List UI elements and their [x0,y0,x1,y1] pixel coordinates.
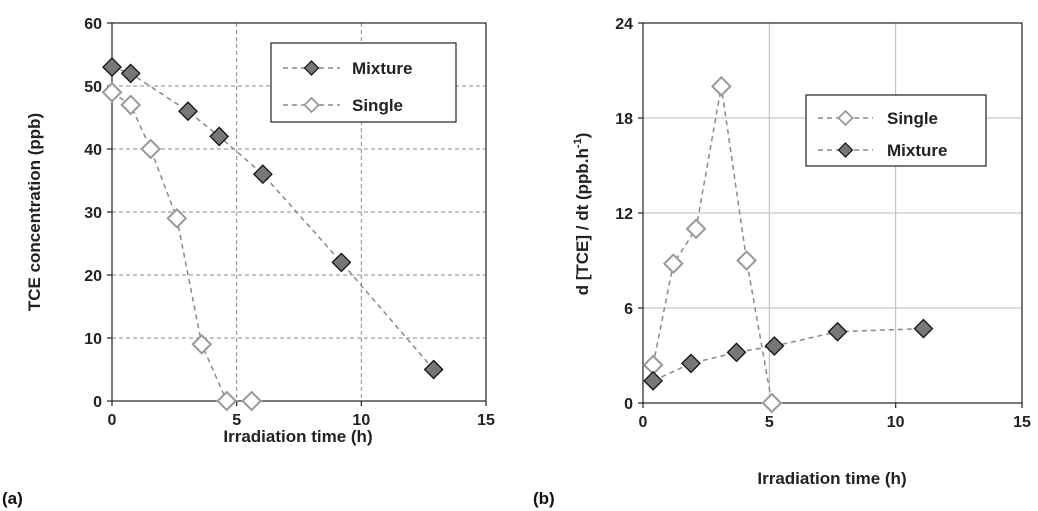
chart-a-point-mixture [178,101,198,122]
chart-b-point-single [662,253,684,275]
chart-b-ticks: 0 5 10 15 0 6 12 18 24 [615,16,1031,431]
chart-b-legend-marker-single [837,109,854,127]
chart-b-point-mixture [681,353,701,374]
chart-b-series [642,75,934,414]
chart-b-legend-label-single: Single [887,109,938,128]
chart-a-point-mixture [102,57,122,78]
chart-panel-b: 0 5 10 15 0 6 12 18 24 d [TCE] / dt (ppb.h-1) Ir… [533,16,1031,508]
chart-b-series-line-mixture [652,327,924,382]
chart-a-x-tick-label: 0 [108,412,117,429]
chart-a-x-axis-label: Irradiation time (h) [223,427,372,446]
chart-a-panel-label: (a) [2,489,23,508]
chart-a-point-single [120,94,142,116]
chart-a-y-tick-label: 20 [84,268,102,285]
chart-b-x-tick-label: 5 [765,414,774,431]
chart-b-point-single [710,75,732,97]
chart-b-x-axis-label: Irradiation time (h) [757,469,906,488]
chart-a-point-single [191,333,213,355]
chart-b-legend-box [805,94,987,167]
chart-b-panel-label: (b) [533,489,555,508]
chart-a-ticks: 0 5 10 15 0 10 20 30 40 50 60 [84,16,495,429]
chart-b-y-tick-label: 24 [615,16,633,33]
chart-b-y-tick-label: 18 [615,111,633,128]
chart-b-series-line-single [652,86,773,404]
chart-b-point-mixture [764,336,785,356]
chart-b-legend-marker-mixture [837,142,854,158]
chart-a-y-tick-label: 10 [84,331,102,348]
chart-a-x-tick-label: 10 [352,412,370,429]
chart-a-point-single [166,207,188,229]
chart-a-series [101,57,444,412]
chart-a-point-mixture [423,359,444,380]
chart-a-point-single [140,138,162,160]
chart-b-y-axis-label-main: d [TCE] / dt (ppb.h [573,148,592,295]
chart-a-x-tick-label: 5 [232,412,241,429]
chart-b-point-single [736,250,758,271]
chart-a-legend-label-single: Single [352,96,403,115]
chart-b-y-tick-label: 12 [615,206,633,223]
chart-a-point-single [241,390,263,412]
chart-b-legend-label-mixture: Mixture [887,141,947,160]
chart-b-point-single [761,392,783,414]
chart-a-legend-box [270,42,457,123]
chart-a-point-mixture [252,164,273,185]
chart-b-y-axis-label-end: ) [573,133,592,139]
chart-b-y-axis-label-superscript: -1 [572,138,584,148]
chart-a-x-tick-label: 15 [477,412,495,429]
chart-b-x-tick-label: 0 [639,414,648,431]
chart-a-point-single [216,390,238,412]
chart-panel-a: 0 5 10 15 0 10 20 30 40 50 60 TCE concentration (p… [2,16,495,508]
chart-b-y-axis-label: d [TCE] / dt (ppb.h-1) [572,133,592,296]
chart-a-legend-label-mixture: Mixture [352,59,412,78]
chart-a-y-tick-label: 30 [84,205,102,222]
chart-b-grid [643,23,1022,403]
chart-b-point-mixture [827,321,848,342]
chart-b-legend: Single Mixture [805,94,987,167]
chart-a-point-single [101,81,123,103]
chart-b-y-tick-label: 0 [624,396,633,413]
chart-a-point-mixture [331,252,352,273]
chart-b-point-single [685,218,707,240]
chart-a-legend-marker-single [303,96,320,114]
chart-a-y-axis-label: TCE concentration (ppb) [25,113,44,311]
chart-b-x-tick-label: 10 [887,414,905,431]
chart-b-point-mixture [726,342,747,363]
chart-a-series-line-single [111,91,252,402]
chart-b-point-mixture [643,370,664,391]
chart-a-y-tick-label: 0 [93,394,102,411]
chart-b-x-tick-label: 15 [1013,414,1031,431]
chart-a-y-tick-label: 60 [84,16,102,33]
chart-a-legend: Mixture Single [270,42,457,123]
chart-a-y-tick-label: 50 [84,79,102,96]
chart-a-legend-marker-mixture [303,60,320,76]
chart-a-point-mixture [209,126,230,147]
chart-a-y-tick-label: 40 [84,142,102,159]
chart-b-point-mixture [913,318,934,339]
chart-b-y-tick-label: 6 [624,301,633,318]
chart-a-point-mixture [120,63,141,84]
